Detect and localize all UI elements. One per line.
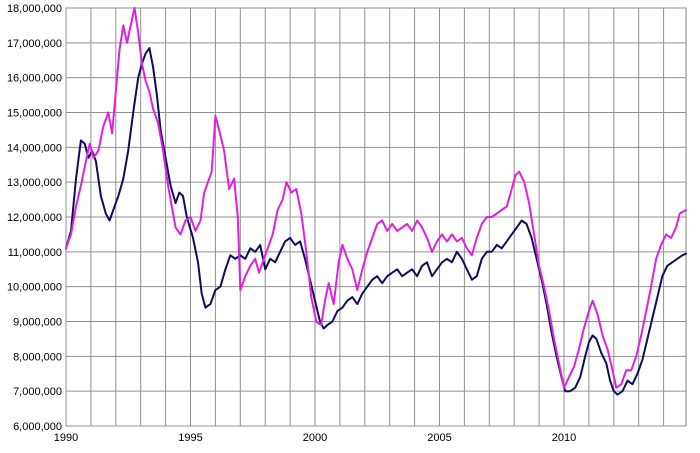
y-tick-label: 10,000,000 bbox=[7, 282, 62, 294]
y-axis-labels: 6,000,000 7,000,000 8,000,000 9,000,000 10,0… bbox=[7, 3, 62, 433]
y-tick-label: 14,000,000 bbox=[7, 142, 62, 154]
y-tick-label: 12,000,000 bbox=[7, 212, 62, 224]
x-tick-label: 2010 bbox=[552, 432, 576, 444]
series-lines bbox=[65, 7, 687, 396]
x-tick-label: 1990 bbox=[54, 432, 78, 444]
x-tick-label: 1995 bbox=[178, 432, 202, 444]
y-tick-label: 15,000,000 bbox=[7, 108, 62, 120]
series-line-1 bbox=[65, 47, 687, 396]
x-tick-label: 2005 bbox=[427, 432, 451, 444]
y-tick-label: 18,000,000 bbox=[7, 3, 62, 15]
y-tick-label: 9,000,000 bbox=[13, 317, 62, 329]
y-tick-label: 16,000,000 bbox=[7, 73, 62, 85]
y-tick-label: 6,000,000 bbox=[13, 421, 62, 433]
series-line-2 bbox=[65, 7, 687, 389]
y-tick-label: 13,000,000 bbox=[7, 177, 62, 189]
y-tick-label: 8,000,000 bbox=[13, 351, 62, 363]
x-axis-labels: 1990 1995 2000 2005 2010 bbox=[54, 432, 576, 444]
y-tick-label: 11,000,000 bbox=[8, 247, 62, 259]
y-tick-label: 17,000,000 bbox=[7, 38, 62, 50]
x-tick-label: 2000 bbox=[303, 432, 327, 444]
y-tick-label: 7,000,000 bbox=[13, 386, 62, 398]
